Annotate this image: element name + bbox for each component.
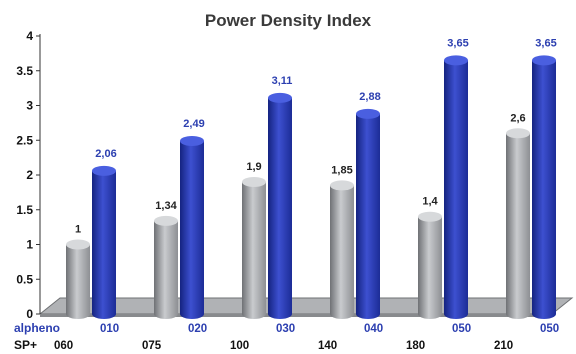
bar-grey — [418, 211, 442, 319]
bar-blue — [180, 135, 204, 319]
y-tick-label: 0 — [26, 307, 33, 321]
bar-blue-body — [268, 97, 292, 319]
bar-grey — [66, 239, 90, 319]
bar-blue-top — [268, 92, 292, 103]
bar-blue-top — [444, 55, 468, 66]
data-label-blue: 2,49 — [183, 118, 204, 130]
y-tick-label: 3 — [26, 99, 33, 113]
x-tick-label: 040 — [364, 323, 383, 335]
bar-grey-top — [242, 176, 266, 187]
bar-grey — [506, 128, 530, 319]
category-row-label: alpheno — [14, 321, 60, 335]
bar-blue-body — [180, 140, 204, 319]
bar-blue-top — [180, 135, 204, 146]
chart-floor — [38, 297, 574, 315]
bar-blue-body — [356, 113, 380, 319]
x-tick-label: 100 — [230, 340, 249, 352]
x-tick-label: 050 — [540, 323, 559, 335]
bar-grey-top — [330, 180, 354, 191]
bar-blue-body — [532, 60, 556, 319]
chart-title: Power Density Index — [205, 11, 372, 30]
x-tick-label: 180 — [406, 340, 425, 352]
data-label-blue: 2,06 — [95, 148, 116, 160]
data-label-blue: 2,88 — [359, 91, 380, 103]
bar-blue — [532, 55, 556, 319]
data-label-grey: 1,85 — [331, 164, 352, 176]
bar-grey — [242, 176, 266, 319]
data-label-grey: 1,9 — [246, 161, 261, 173]
data-label-grey: 2,6 — [510, 112, 525, 124]
bar-grey-top — [154, 215, 178, 226]
bar-grey-top — [418, 211, 442, 222]
y-tick-label: 3.5 — [16, 64, 33, 78]
x-tick-label: 075 — [142, 340, 162, 352]
x-tick-label: 030 — [276, 323, 295, 335]
bar-grey-body — [506, 133, 530, 319]
bar-grey-top — [66, 239, 90, 250]
x-tick-label: 140 — [318, 340, 337, 352]
bar-blue-body — [92, 170, 116, 319]
data-label-blue: 3,11 — [272, 75, 293, 87]
data-label-blue: 3,65 — [535, 37, 556, 49]
x-tick-label: 010 — [100, 323, 119, 335]
data-label-blue: 3,65 — [447, 37, 468, 49]
data-label-grey: 1,34 — [155, 200, 177, 212]
category-row-label: SP+ — [14, 338, 37, 352]
bar-grey-body — [330, 185, 354, 319]
bar-grey — [154, 215, 178, 319]
bar-grey-body — [242, 181, 266, 319]
bar-grey — [330, 180, 354, 319]
x-tick-label: 060 — [54, 340, 73, 352]
x-tick-label: 020 — [188, 323, 207, 335]
bar-grey-top — [506, 128, 530, 139]
y-tick-label: 2.5 — [16, 133, 33, 147]
y-tick-label: 2 — [26, 168, 33, 182]
x-tick-label: 050 — [452, 323, 471, 335]
bar-blue-top — [92, 165, 116, 176]
data-label-grey: 1 — [75, 224, 81, 236]
x-tick-label: 210 — [494, 340, 513, 352]
bar-blue-top — [532, 55, 556, 66]
bar-blue — [268, 92, 292, 319]
bar-grey-body — [418, 216, 442, 319]
bar-grey-body — [154, 220, 178, 319]
y-tick-label: 1.5 — [16, 203, 33, 217]
data-label-grey: 1,4 — [422, 196, 438, 208]
bar-blue — [356, 108, 380, 319]
bar-blue-top — [356, 108, 380, 119]
bar-blue-body — [444, 60, 468, 319]
bar-blue — [92, 165, 116, 319]
chart-floor-edge — [40, 314, 552, 317]
y-tick-label: 0.5 — [16, 272, 33, 286]
y-tick-label: 4 — [26, 29, 33, 43]
bar-grey-body — [66, 244, 90, 319]
bar-blue — [444, 55, 468, 319]
y-tick-label: 1 — [26, 238, 33, 252]
